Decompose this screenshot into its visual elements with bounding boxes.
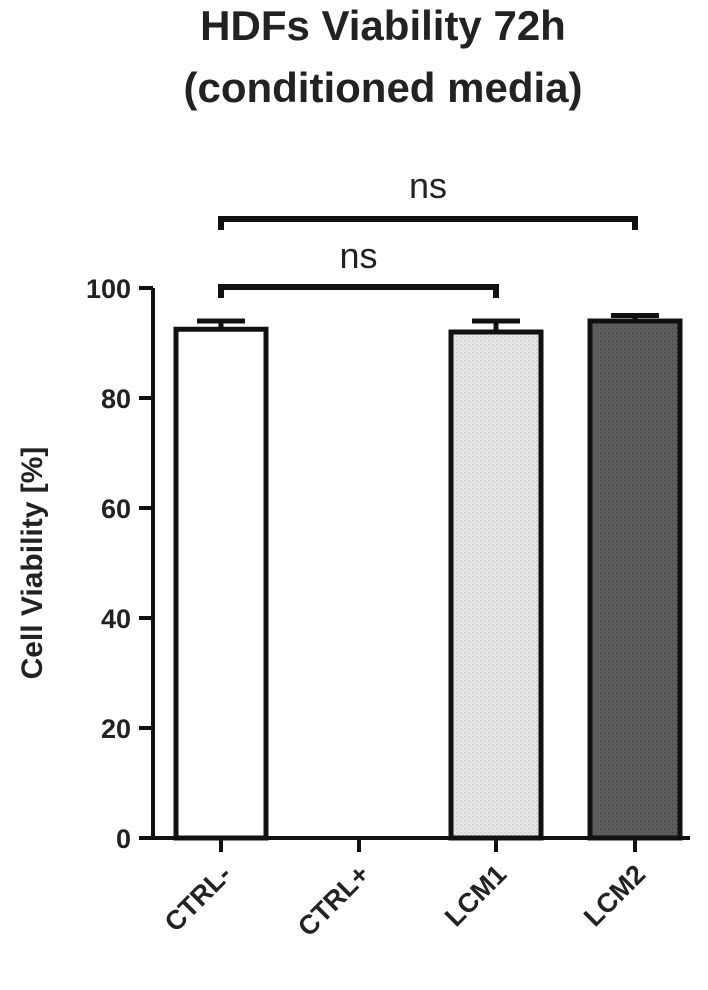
y-tick-label: 60 bbox=[101, 494, 131, 524]
significance-label: ns bbox=[409, 165, 447, 206]
y-tick-label: 20 bbox=[101, 714, 131, 744]
bar-ctrl bbox=[173, 326, 269, 841]
significance-label: ns bbox=[339, 235, 377, 276]
significance-bracket bbox=[218, 216, 638, 230]
chart-title-line-1: HDFs Viability 72h bbox=[200, 2, 566, 49]
x-tick-label: CTRL- bbox=[159, 859, 237, 937]
y-tick-label: 0 bbox=[116, 824, 131, 854]
chart-title-line-2: (conditioned media) bbox=[184, 64, 583, 111]
x-tick-label: CTRL+ bbox=[292, 859, 375, 942]
y-tick-label: 40 bbox=[101, 604, 131, 634]
y-tick-label: 80 bbox=[101, 384, 131, 414]
bar-lcm2 bbox=[587, 318, 683, 841]
x-tick-label: LCM1 bbox=[439, 859, 512, 932]
bar-lcm1 bbox=[448, 329, 544, 841]
significance-bracket bbox=[218, 284, 499, 298]
x-tick-label: LCM2 bbox=[578, 859, 651, 932]
y-axis-label: Cell Viability [%] bbox=[16, 447, 49, 680]
y-tick-label: 100 bbox=[86, 274, 131, 304]
